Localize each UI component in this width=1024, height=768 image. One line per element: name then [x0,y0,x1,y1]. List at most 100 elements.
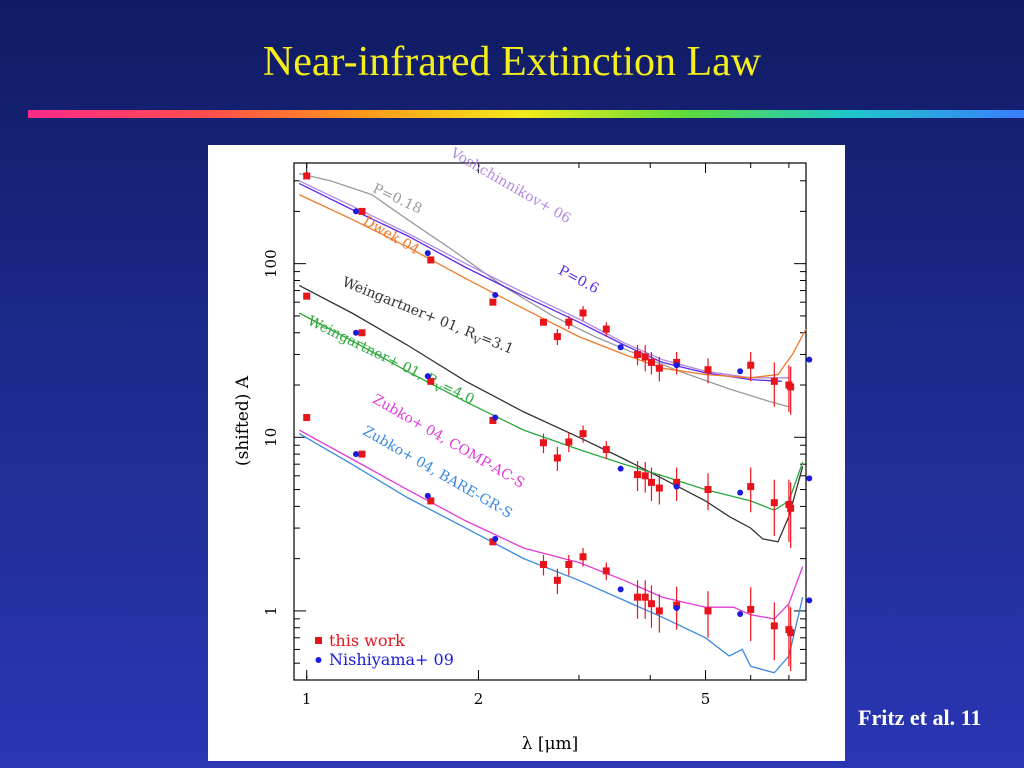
this-work-point [303,414,311,422]
nishiyama-point [424,492,431,499]
this-work-point [565,318,573,326]
this-work-point [770,622,778,630]
nishiyama-point [424,250,431,257]
nishiyama-point [806,597,813,604]
this-work-point [634,471,642,479]
nishiyama-point [737,368,744,375]
nishiyama-point [492,535,499,542]
model-curve [298,433,804,674]
this-work-point [553,576,561,584]
this-work-point [770,377,778,385]
x-tick-label: 2 [474,690,484,708]
this-work-point [303,292,311,300]
this-work-point [602,446,610,454]
legend-marker-circle [315,657,322,663]
nishiyama-point [737,489,744,496]
model-curve [298,180,789,379]
plot-frame [293,162,807,681]
x-tick-label: 5 [701,690,711,708]
this-work-point [704,366,712,374]
this-work-point [489,416,497,424]
this-work-point [673,478,681,486]
nishiyama-point [352,451,359,458]
x-tick-label: 1 [302,690,312,708]
this-work-point [634,593,642,601]
this-work-point [787,629,795,637]
legend-label: Nishiyama+ 09 [329,650,454,669]
nishiyama-point [352,329,359,336]
model-curve [298,429,804,620]
curve-label: P=0.6 [556,263,602,298]
nishiyama-point [617,465,624,472]
this-work-point [647,478,655,486]
this-work-point [565,438,573,446]
this-work-point [579,430,587,438]
this-work-point [647,358,655,366]
citation-credit: Fritz et al. 11 [858,705,982,730]
legend-marker-square [315,637,322,644]
this-work-point [655,484,663,492]
slide-title: Near-infrared Extinction Law [262,39,762,85]
this-work-point [565,561,573,569]
model-curve [298,194,807,379]
this-work-point [747,361,755,369]
this-work-point [539,318,547,326]
this-work-point [579,309,587,317]
model-curve [299,172,790,408]
x-axis-label: λ [μm] [522,734,579,754]
nishiyama-point [737,610,744,617]
this-work-point [303,172,311,180]
nishiyama-point [352,208,359,215]
this-work-point [553,333,561,341]
y-tick-label: 100 [262,249,280,278]
this-work-point [579,553,587,561]
rainbow-divider [28,110,1024,118]
this-work-point [358,450,366,458]
this-work-point [655,607,663,615]
nishiyama-point [617,586,624,593]
nishiyama-point [673,604,680,611]
this-work-point [427,497,435,505]
y-tick-label: 10 [262,428,280,447]
this-work-point [553,454,561,462]
chart-panel: 1 2 5 1 10 100 P=0.18 Voshchinnikov+ 06 P=0.6 Dw… [208,145,845,761]
nishiyama-point [673,362,680,369]
this-work-point [747,483,755,491]
this-work-point [539,561,547,569]
this-work-point [539,439,547,447]
this-work-point [489,538,497,546]
y-tick-label: 1 [262,606,280,616]
this-work-point [602,567,610,575]
y-axis-label: (shifted) A [233,375,253,466]
this-work-point [704,607,712,615]
nishiyama-point [806,356,813,363]
this-work-point [427,256,435,264]
this-work-point [787,504,795,512]
this-work-point [602,325,610,333]
model-curve [298,312,804,511]
nishiyama-point [424,373,431,380]
this-work-point [770,499,778,507]
this-work-point [634,350,642,358]
this-work-point [641,353,649,361]
this-work-point [489,298,497,306]
curve-label: Voshchinnikov+ 06 [447,145,574,227]
this-work-point [704,486,712,494]
legend-label: this work [329,631,405,650]
this-work-point [785,501,793,509]
this-work-point [641,472,649,480]
nishiyama-point [492,291,499,298]
this-work-point [358,207,366,215]
this-work-point [427,377,435,385]
nishiyama-point [617,344,624,351]
this-work-point [655,364,663,372]
this-work-point [358,329,366,337]
model-curve [298,284,804,543]
this-work-point [787,383,795,391]
nishiyama-point [492,414,499,421]
nishiyama-point [673,483,680,490]
nishiyama-point [806,475,813,482]
this-work-point [647,600,655,608]
